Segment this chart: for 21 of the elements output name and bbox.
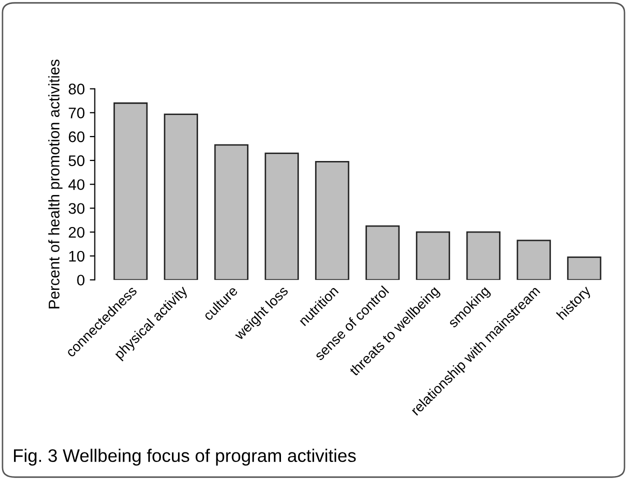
y-tick-label: 0 bbox=[77, 274, 84, 286]
bar bbox=[315, 160, 350, 280]
bar bbox=[466, 231, 500, 280]
y-tick-label: 30 bbox=[68, 203, 84, 214]
bar bbox=[264, 152, 299, 280]
bar bbox=[366, 225, 400, 280]
y-tick-label: 10 bbox=[69, 250, 84, 262]
bar bbox=[567, 256, 602, 280]
y-tick-label: 40 bbox=[68, 179, 84, 190]
caption: Fig. 3 Wellbeing focus of program activities bbox=[14, 448, 356, 466]
y-tick-label: 80 bbox=[68, 84, 84, 94]
bar bbox=[416, 231, 450, 280]
y-tick-label: 60 bbox=[68, 131, 84, 142]
y-tick-label: 70 bbox=[68, 108, 84, 118]
y-tick-label: 50 bbox=[68, 155, 84, 166]
y-axis-title: Percent of health promotion activities bbox=[48, 60, 62, 308]
bar bbox=[516, 240, 551, 280]
bar bbox=[113, 102, 148, 280]
bar bbox=[164, 114, 198, 280]
y-tick-label: 20 bbox=[68, 226, 84, 238]
bar bbox=[214, 144, 248, 280]
